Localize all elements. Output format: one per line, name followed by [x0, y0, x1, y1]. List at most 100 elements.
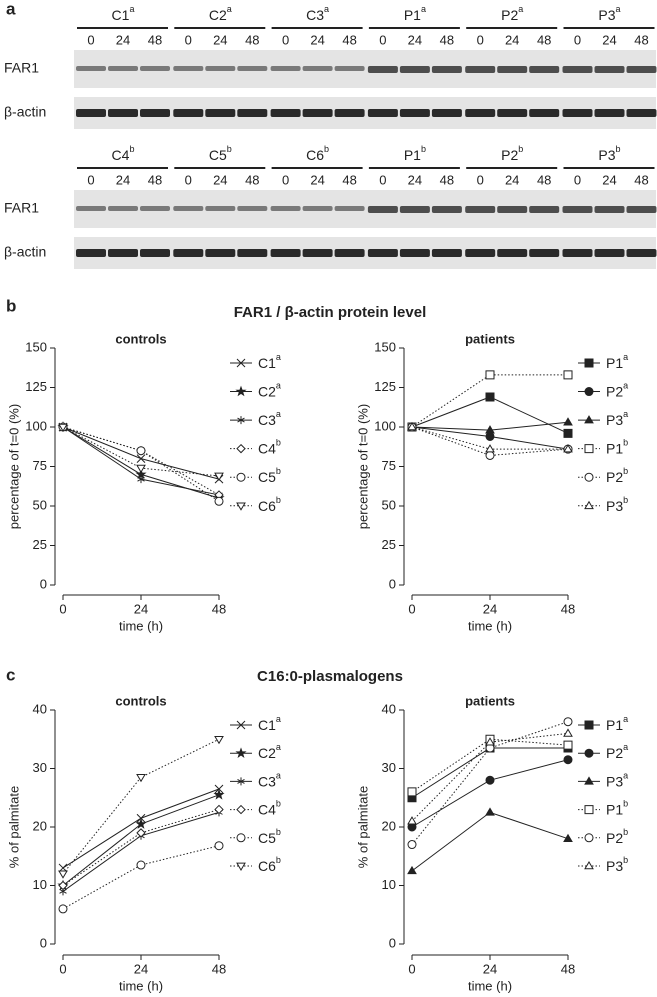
band	[367, 206, 398, 213]
label-name: P2	[501, 147, 518, 163]
x-axis-label: time (h)	[468, 618, 512, 633]
band	[270, 66, 301, 71]
marker	[563, 740, 573, 750]
label-name: P2	[606, 469, 623, 485]
label: P3a	[598, 4, 620, 22]
time-label: 48	[148, 172, 162, 187]
label-name: C1	[258, 717, 276, 733]
band	[205, 109, 236, 117]
label-name: P2	[606, 383, 623, 399]
band	[465, 109, 496, 117]
marker	[407, 787, 417, 797]
y-tick-label: 10	[382, 877, 396, 892]
band	[431, 206, 462, 213]
marker	[58, 423, 68, 432]
band	[237, 66, 268, 71]
legend-marker	[584, 833, 594, 843]
time-label: 0	[477, 172, 484, 187]
label-name: C6	[258, 858, 276, 874]
band	[108, 109, 138, 117]
legend-marker	[237, 416, 245, 425]
marker	[563, 755, 573, 765]
time-label: 0	[87, 172, 94, 187]
legend-marker	[237, 777, 245, 786]
label: P2b	[501, 144, 523, 162]
marker	[485, 775, 495, 785]
band	[334, 249, 365, 257]
y-tick-label: 125	[25, 379, 47, 394]
band	[205, 66, 236, 71]
legend-marker	[236, 443, 246, 454]
label-superscript: b	[276, 827, 281, 837]
label-superscript: b	[623, 855, 628, 865]
band	[529, 249, 560, 257]
time-label: 0	[379, 172, 386, 187]
legend-marker	[236, 804, 246, 815]
label-superscript: a	[276, 381, 281, 391]
label: P1a	[606, 714, 628, 732]
band	[140, 206, 170, 211]
label-name: P1	[404, 7, 421, 23]
band	[270, 109, 301, 117]
label-name: C2	[258, 383, 276, 399]
label-superscript: a	[276, 771, 281, 781]
label: P1b	[404, 144, 426, 162]
time-label: 48	[440, 172, 454, 187]
band	[562, 66, 593, 73]
label-name: C4	[112, 147, 130, 163]
band	[465, 249, 496, 257]
time-label: 0	[379, 32, 386, 47]
legend-marker	[584, 776, 594, 785]
marker	[485, 444, 495, 453]
series-line	[62, 426, 220, 496]
time-label: 48	[537, 172, 551, 187]
time-label: 24	[408, 32, 422, 47]
time-label: 48	[342, 32, 356, 47]
label-name: P1	[606, 717, 623, 733]
time-label: 48	[148, 32, 162, 47]
label: P1a	[606, 352, 628, 370]
y-tick-label: 50	[382, 497, 396, 512]
label-superscript: b	[623, 799, 628, 809]
label-superscript: a	[276, 714, 281, 724]
label: P1b	[606, 799, 628, 817]
time-label: 0	[574, 32, 581, 47]
band	[497, 109, 528, 117]
x-tick-label: 0	[408, 961, 415, 976]
label: P2a	[606, 381, 628, 399]
band	[399, 109, 430, 117]
band	[270, 249, 301, 257]
time-label: 24	[310, 32, 324, 47]
time-label: 24	[213, 172, 227, 187]
marker	[214, 496, 224, 506]
marker	[136, 464, 146, 474]
time-label: 24	[116, 172, 130, 187]
marker	[563, 417, 573, 426]
band	[626, 109, 657, 117]
marker	[563, 370, 573, 380]
band	[529, 109, 560, 117]
band	[334, 66, 365, 71]
y-tick-label: 125	[374, 379, 396, 394]
label-superscript: a	[518, 4, 523, 14]
x-tick-label: 48	[561, 601, 575, 616]
x-tick-label: 48	[212, 961, 226, 976]
time-label: 0	[87, 32, 94, 47]
legend-marker	[236, 358, 246, 368]
time-label: 24	[213, 32, 227, 47]
label-superscript: b	[276, 495, 281, 505]
label-name: P3	[606, 773, 623, 789]
band	[465, 206, 496, 213]
label: P3b	[606, 855, 628, 873]
label: C5b	[258, 827, 281, 845]
time-label: 48	[537, 32, 551, 47]
x-tick-label: 48	[212, 601, 226, 616]
label-superscript: b	[623, 467, 628, 477]
row-label: β-actin	[4, 104, 46, 120]
band	[431, 66, 462, 73]
y-tick-label: 75	[33, 458, 47, 473]
y-axis-label: percentage of t=0 (%)	[6, 404, 21, 529]
time-label: 24	[310, 172, 324, 187]
legend-marker	[584, 805, 594, 815]
y-tick-label: 30	[33, 760, 47, 775]
